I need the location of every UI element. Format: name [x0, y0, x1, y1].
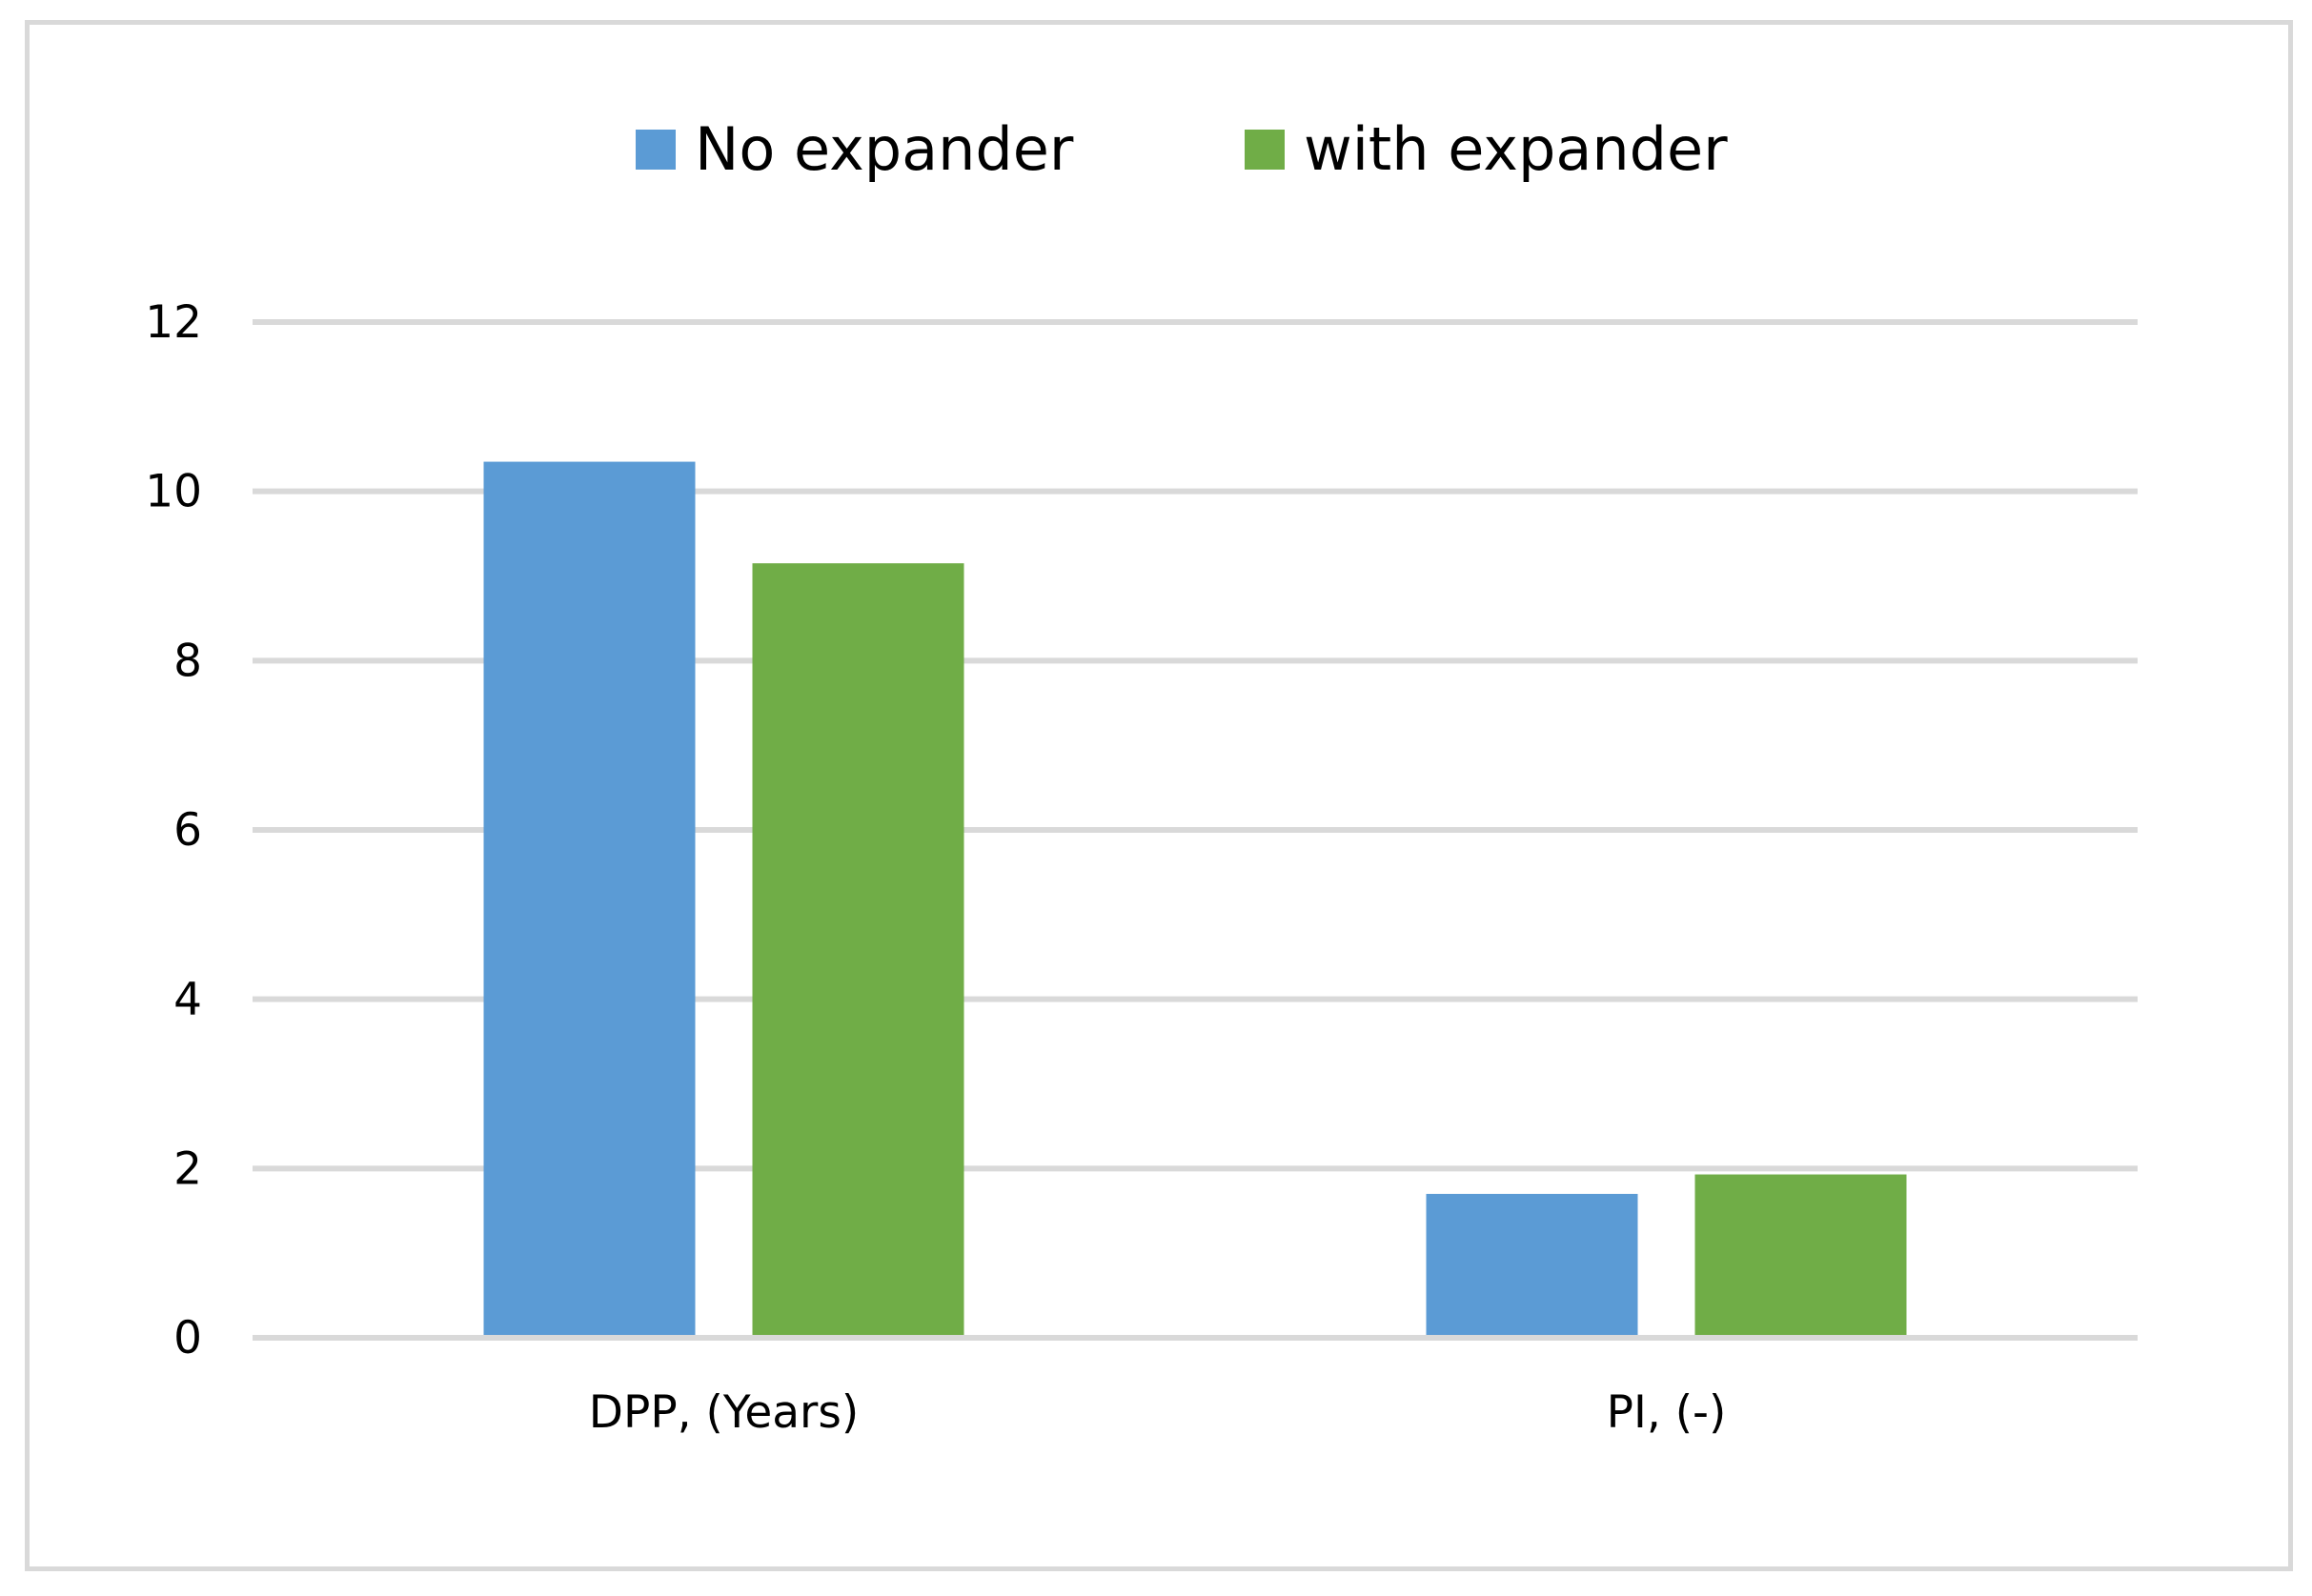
bar-no-expander — [483, 461, 696, 1335]
y-tick-label: 8 — [173, 635, 202, 687]
legend-label: No expander — [695, 114, 1074, 184]
x-category-label: PI, (-) — [1607, 1386, 1727, 1439]
x-axis-categories: DPP, (Years) PI, (-) — [589, 1386, 1727, 1439]
chart-frame — [25, 20, 2293, 1571]
y-tick-label: 4 — [173, 974, 202, 1026]
legend-swatch — [1245, 130, 1285, 170]
y-axis-ticks: 0 2 4 6 8 10 12 — [145, 296, 202, 1364]
x-category-label: DPP, (Years) — [589, 1386, 859, 1439]
bar-with-expander — [752, 563, 964, 1335]
bars — [483, 461, 1907, 1335]
legend-label: with expander — [1304, 114, 1728, 184]
y-tick-label: 0 — [173, 1312, 202, 1364]
bar-no-expander — [1426, 1193, 1638, 1335]
legend: No expander with expander — [636, 114, 1728, 184]
y-tick-label: 2 — [173, 1142, 202, 1195]
y-tick-label: 10 — [145, 466, 202, 518]
legend-swatch — [636, 130, 676, 170]
y-tick-label: 6 — [173, 804, 202, 857]
bar-with-expander — [1694, 1174, 1907, 1335]
y-tick-label: 12 — [145, 296, 202, 349]
